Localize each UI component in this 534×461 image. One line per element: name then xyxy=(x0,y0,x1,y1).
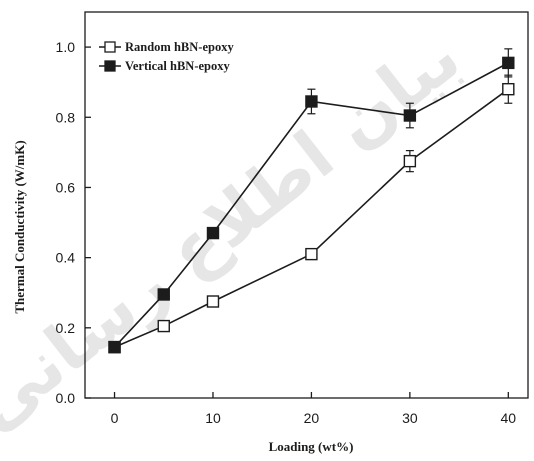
legend-item: Vertical hBN-epoxy xyxy=(99,59,230,73)
series-group xyxy=(108,48,515,354)
y-tick-label: 0.2 xyxy=(56,320,76,336)
legend-label: Random hBN-epoxy xyxy=(125,40,234,54)
legend: Random hBN-epoxy Vertical hBN-epoxy xyxy=(99,40,234,73)
data-point xyxy=(206,295,220,308)
x-tick-label: 0 xyxy=(111,410,119,426)
y-tick-label: 0.6 xyxy=(56,179,76,195)
data-point xyxy=(403,154,417,168)
y-axis-title: Thermal Conductivity (W/mK) xyxy=(12,140,27,313)
plot-border xyxy=(84,11,529,399)
series-line xyxy=(113,62,509,348)
axis-ticks: 0.0 0.2 0.4 0.6 0.8 1.0 0 10 20 30 40 xyxy=(56,39,517,426)
data-point xyxy=(157,319,170,333)
data-point xyxy=(305,95,318,108)
legend-label: Vertical hBN-epoxy xyxy=(125,59,230,73)
series-vertical xyxy=(108,48,515,354)
legend-marker xyxy=(104,41,116,53)
x-tick-label: 30 xyxy=(402,410,418,426)
plot-frame xyxy=(84,11,529,399)
watermark: بیان اطلاع رسانی xyxy=(0,18,475,447)
data-point xyxy=(403,109,417,122)
data-point xyxy=(157,288,170,301)
data-point xyxy=(502,82,515,96)
x-tick-label: 20 xyxy=(304,410,320,426)
data-point xyxy=(108,340,121,354)
data-point xyxy=(305,247,318,261)
x-axis-title: Loading (wt%) xyxy=(269,439,354,454)
legend-marker xyxy=(104,60,116,72)
y-tick-label: 0.4 xyxy=(56,250,76,266)
legend-item: Random hBN-epoxy xyxy=(99,40,234,54)
x-tick-label: 40 xyxy=(501,410,517,426)
y-tick-label: 0.0 xyxy=(56,390,76,406)
data-point xyxy=(206,226,220,240)
y-tick-label: 1.0 xyxy=(56,39,76,55)
y-tick-label: 0.8 xyxy=(56,109,76,125)
watermark-text: بیان اطلاع رسانی xyxy=(0,18,475,447)
series-line xyxy=(114,88,509,348)
x-tick-label: 10 xyxy=(205,410,221,426)
data-point xyxy=(502,56,515,70)
